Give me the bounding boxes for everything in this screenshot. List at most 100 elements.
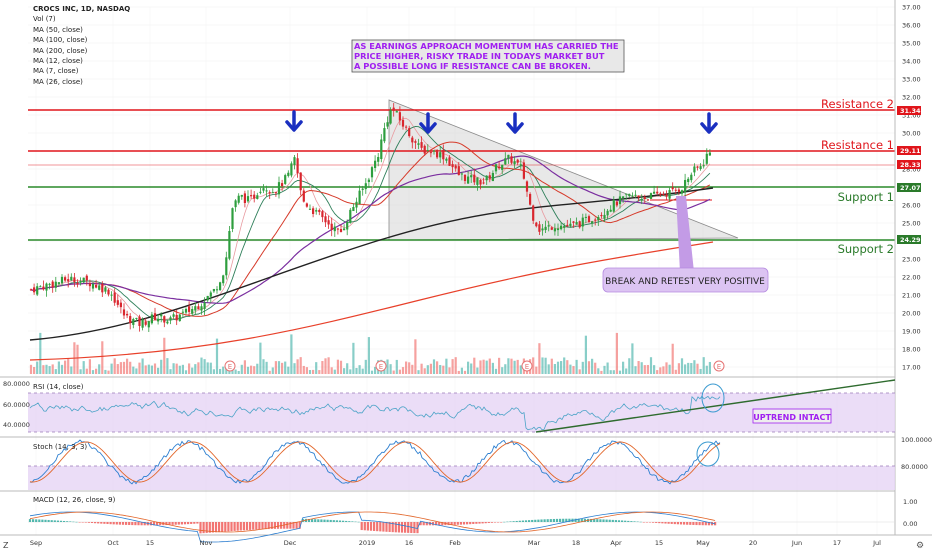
macd-histogram-bar <box>286 522 289 529</box>
candle-body <box>101 284 104 293</box>
volume-bar <box>98 364 101 374</box>
macd-histogram-bar <box>137 522 140 526</box>
candle-body <box>222 275 225 284</box>
time-axis-label: Feb <box>449 539 461 547</box>
macd-histogram-bar <box>78 522 81 523</box>
macd-histogram-bar <box>35 519 38 522</box>
earnings-marker-label: E <box>228 363 232 371</box>
macd-histogram-bar <box>630 521 633 522</box>
volume-bar <box>510 358 513 374</box>
macd-histogram-bar <box>261 522 264 530</box>
volume-bar <box>454 357 457 374</box>
volume-bar <box>91 370 95 374</box>
macd-histogram-bar <box>363 522 366 531</box>
time-axis[interactable]: Sep Oct 15 Nov Dec 2019 16 Feb Mar 18 Apr 15 May 20 Ju… <box>30 539 881 547</box>
candle-body <box>336 228 339 230</box>
legend-item: Vol (7) <box>33 15 56 24</box>
legend-item: MA (200, close) <box>33 46 88 55</box>
candle-body <box>246 196 250 202</box>
stoch-lines <box>29 439 721 485</box>
macd-histogram-bar <box>469 522 472 525</box>
volume-bar <box>60 364 64 374</box>
candle-body <box>166 321 169 324</box>
candle-body <box>420 142 423 148</box>
macd-histogram-bar <box>376 522 379 532</box>
macd-histogram-bar <box>177 522 180 525</box>
volume-bar <box>597 368 600 374</box>
macd-histogram-bar <box>211 522 214 533</box>
volume-bar <box>212 369 215 374</box>
macd-histogram-bar <box>56 520 59 522</box>
uptrend-callout-box[interactable] <box>752 408 832 424</box>
macd-histogram-bar <box>559 518 562 522</box>
macd-histogram-bar <box>484 522 487 524</box>
candle-body <box>361 188 364 190</box>
volume-bar <box>541 357 544 374</box>
macd-histogram-bar <box>490 522 493 523</box>
macd-histogram-bar <box>698 522 701 526</box>
volume-bar <box>67 358 70 374</box>
volume-bar <box>157 367 160 374</box>
macd-histogram-bar <box>478 522 481 524</box>
macd-histogram-bar <box>239 522 242 531</box>
volume-bar <box>442 365 445 374</box>
macd-histogram-bar <box>357 521 360 523</box>
volume-bar <box>395 359 398 374</box>
gear-icon[interactable]: ⚙ <box>916 541 925 551</box>
candle-body <box>91 283 95 289</box>
macd-histogram-bar <box>425 522 428 526</box>
time-axis-label: Jul <box>872 539 881 547</box>
volume-bar <box>687 362 690 374</box>
macd-histogram-bar <box>338 520 342 522</box>
macd-histogram-bar <box>400 522 404 533</box>
volume-bar <box>163 337 166 374</box>
stoch-tick-100: 100.0000 <box>901 436 932 444</box>
annotation-box[interactable] <box>351 39 625 73</box>
candle-body <box>212 289 215 292</box>
candle-body <box>566 224 569 227</box>
candle-body <box>662 194 665 196</box>
volume-bar <box>398 369 401 374</box>
volume-bar <box>702 357 705 374</box>
volume-bar <box>135 368 138 374</box>
candle-body <box>411 137 414 143</box>
candle-body <box>374 160 377 168</box>
macd-histogram-bar <box>227 522 230 532</box>
candle-body <box>225 257 228 276</box>
volume-bar <box>622 361 625 374</box>
macd-histogram-bar <box>118 522 121 525</box>
macd-histogram-bar <box>307 518 311 522</box>
candle-body <box>215 289 219 291</box>
volume-bar <box>169 369 172 374</box>
resistance-1-price: 29.11 <box>900 147 921 155</box>
candle-body <box>107 289 110 295</box>
candle-body <box>119 302 122 308</box>
annotation-line-2: PRICE HIGHER, RISKY TRADE IN TODAYS MARK… <box>354 51 605 61</box>
macd-histogram-bar <box>577 518 580 522</box>
volume-bar <box>513 360 516 374</box>
candle-body <box>169 317 172 321</box>
zoom-icon[interactable]: Z <box>3 541 9 550</box>
candle-body <box>386 122 389 127</box>
macd-histogram-bar <box>159 522 162 526</box>
retest-callout-box[interactable] <box>602 267 769 293</box>
candle-body <box>36 286 39 295</box>
candle-body <box>637 195 640 198</box>
time-axis-label: 18 <box>572 539 580 547</box>
volume-bar <box>436 361 439 374</box>
macd-histogram-bar <box>481 522 484 524</box>
volume-bar <box>150 365 153 374</box>
volume-bar <box>429 363 432 374</box>
macd-histogram-bar <box>369 522 373 531</box>
candle-body <box>653 191 656 194</box>
down-arrow-icons <box>285 110 718 134</box>
candle-body <box>432 150 436 152</box>
support-2-price: 24.29 <box>900 236 921 244</box>
volume-bar <box>584 335 587 374</box>
candle-body <box>377 157 380 162</box>
volume-bar <box>414 339 417 374</box>
volume-bar <box>448 367 451 374</box>
macd-histogram-bar <box>44 519 47 522</box>
